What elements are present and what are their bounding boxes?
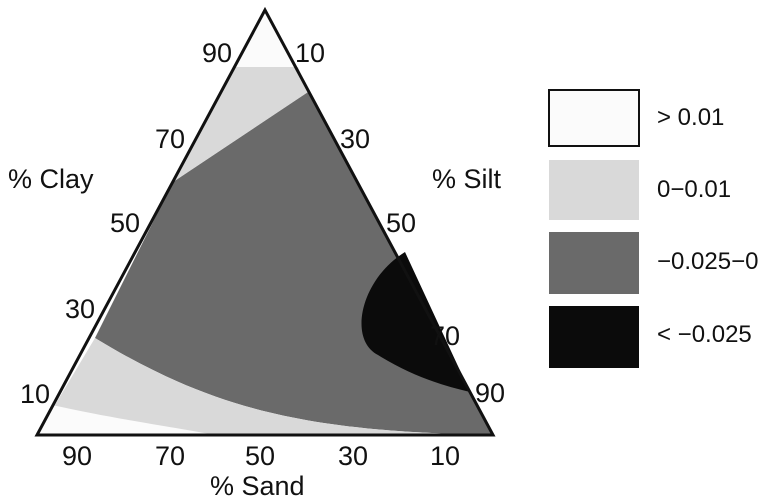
legend-swatch-high (548, 89, 640, 147)
clay-tick-label: 50 (110, 208, 140, 238)
legend-label: −0.025−0 (657, 248, 758, 275)
clay-tick-label: 90 (202, 38, 232, 68)
sand-tick-label: 70 (155, 441, 185, 471)
silt-tick-label: 30 (340, 124, 370, 154)
sand-axis: 90 70 50 30 10 % Sand (62, 441, 460, 499)
clay-axis-label: % Clay (8, 164, 94, 194)
silt-tick-label: 10 (295, 38, 325, 68)
silt-tick-label: 50 (386, 208, 416, 238)
sand-axis-label: % Sand (210, 471, 305, 499)
region-top-light (173, 67, 308, 182)
clay-tick-label: 10 (20, 379, 50, 409)
silt-tick-label: 70 (430, 321, 460, 351)
ternary-triangle (34, 6, 496, 437)
silt-axis: 10 30 50 70 90 % Silt (295, 38, 505, 408)
silt-tick-label: 90 (475, 378, 505, 408)
region-bottom-white (37, 405, 215, 435)
sand-tick-label: 50 (245, 441, 275, 471)
legend: > 0.01 0−0.01 −0.025−0 < −0.025 (548, 89, 758, 368)
region-top-white (233, 10, 298, 67)
legend-label: 0−0.01 (657, 176, 731, 203)
region-strong-negative (361, 252, 470, 392)
clay-tick-label: 70 (155, 124, 185, 154)
legend-label: < −0.025 (657, 321, 752, 348)
legend-label: > 0.01 (657, 104, 724, 131)
legend-swatch-strong-negative (549, 306, 639, 368)
sand-tick-label: 90 (62, 441, 92, 471)
sand-tick-label: 10 (430, 441, 460, 471)
silt-axis-label: % Silt (432, 164, 502, 194)
contour-regions (37, 10, 493, 435)
sand-tick-label: 30 (338, 441, 368, 471)
region-bottom-light (37, 338, 493, 435)
legend-swatch-mid-negative (549, 232, 639, 294)
clay-axis: 90 70 50 30 10 % Clay (8, 38, 232, 409)
clay-tick-label: 30 (65, 294, 95, 324)
legend-swatch-low-positive (549, 160, 639, 220)
